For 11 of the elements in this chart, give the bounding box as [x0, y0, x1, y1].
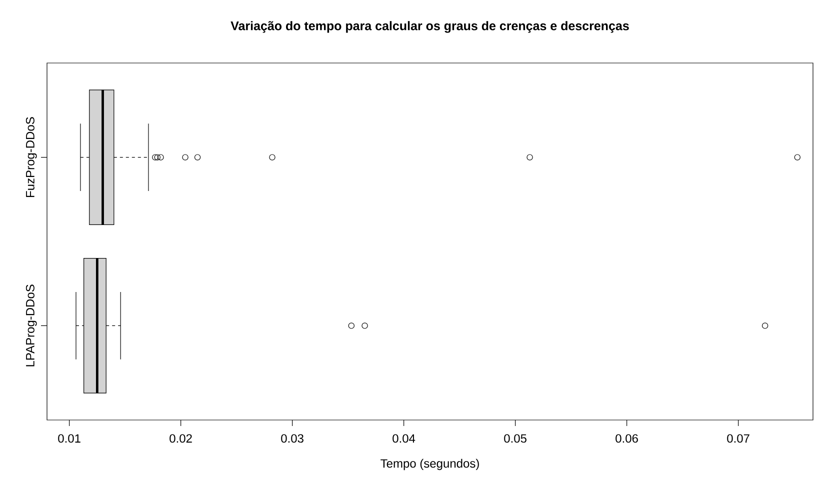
chart-title: Variação do tempo para calcular os graus de crenças e descrenças [230, 21, 629, 33]
x-tick-label: 0.07 [727, 434, 750, 443]
y-tick-label: LPAProg-DDoS [26, 284, 37, 366]
x-tick-label: 0.06 [616, 434, 638, 443]
x-axis-title: Tempo (segundos) [380, 458, 479, 470]
x-tick-label: 0.05 [504, 434, 526, 443]
x-tick-label: 0.02 [170, 434, 192, 443]
x-tick-label: 0.01 [58, 434, 80, 443]
x-tick-label: 0.03 [281, 434, 304, 443]
y-tick-label: FuzProg-DDoS [26, 117, 37, 197]
x-tick-label: 0.04 [392, 434, 416, 443]
